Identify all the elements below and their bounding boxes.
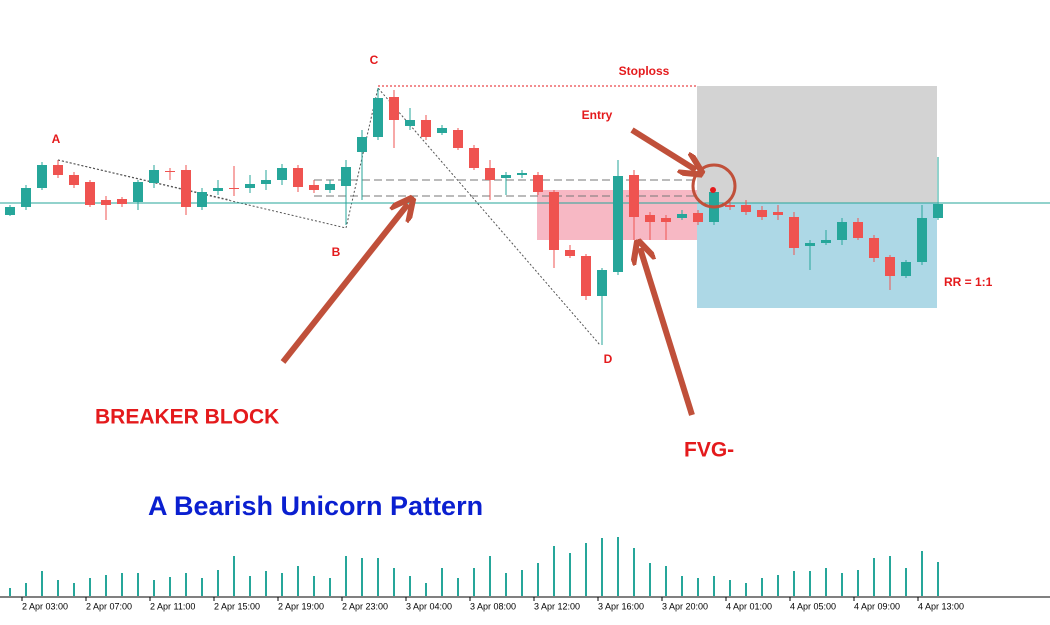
candle-body xyxy=(309,185,319,190)
candle-body xyxy=(613,176,623,272)
candle-body xyxy=(133,182,143,202)
candle-body xyxy=(101,200,111,205)
candle-body xyxy=(117,199,127,204)
entry-dot xyxy=(710,187,716,193)
candle-body xyxy=(229,188,239,189)
x-tick-label: 3 Apr 12:00 xyxy=(534,601,580,611)
candle-body xyxy=(197,192,207,207)
candle-body xyxy=(645,215,655,222)
zigzag xyxy=(57,159,231,201)
candle-body xyxy=(37,165,47,188)
candle-body xyxy=(53,165,63,175)
breaker-label: BREAKER BLOCK xyxy=(95,406,279,429)
x-tick-label: 2 Apr 07:00 xyxy=(86,601,132,611)
candle-body xyxy=(821,240,831,243)
candle-body xyxy=(213,188,223,191)
rr-label: RR = 1:1 xyxy=(944,275,993,289)
candle-body xyxy=(693,213,703,222)
stoploss-zone xyxy=(697,86,937,203)
candle-body xyxy=(661,218,671,222)
candle-body xyxy=(277,168,287,180)
candle-body xyxy=(85,182,95,205)
entry-label: Entry xyxy=(582,108,613,122)
candle-body xyxy=(853,222,863,238)
candle-body xyxy=(261,180,271,184)
fvg-label: FVG- xyxy=(684,439,734,462)
candle-body xyxy=(405,120,415,126)
candle-body xyxy=(901,262,911,276)
target-zone xyxy=(697,203,937,308)
x-tick-label: 2 Apr 15:00 xyxy=(214,601,260,611)
candle-body xyxy=(149,170,159,183)
arrow xyxy=(640,248,695,416)
x-tick-label: 4 Apr 09:00 xyxy=(854,601,900,611)
candle-body xyxy=(325,184,335,190)
candle-body xyxy=(629,175,639,217)
candle-body xyxy=(773,212,783,215)
candle-body xyxy=(389,97,399,120)
stoploss-label: Stoploss xyxy=(619,64,670,78)
candle-body xyxy=(69,175,79,185)
candle-body xyxy=(885,257,895,276)
candle-body xyxy=(869,238,879,258)
x-tick-label: 3 Apr 20:00 xyxy=(662,601,708,611)
candle-body xyxy=(501,175,511,178)
candle-body xyxy=(757,210,767,217)
label-b: B xyxy=(332,245,341,259)
label-a: A xyxy=(52,132,61,146)
x-tick-label: 2 Apr 03:00 xyxy=(22,601,68,611)
candle-body xyxy=(373,98,383,137)
candle-body xyxy=(597,270,607,296)
candle-body xyxy=(517,173,527,175)
candle-body xyxy=(485,168,495,180)
candle-body xyxy=(533,175,543,192)
x-tick-label: 3 Apr 04:00 xyxy=(406,601,452,611)
candle-body xyxy=(437,128,447,133)
candle-body xyxy=(245,184,255,188)
candle-body xyxy=(789,217,799,248)
candle-body xyxy=(565,250,575,256)
candle-body xyxy=(549,192,559,250)
candle-body xyxy=(421,120,431,137)
candle-body xyxy=(181,170,191,207)
candle-body xyxy=(725,205,735,207)
candle-body xyxy=(453,130,463,148)
candle-body xyxy=(805,243,815,246)
chart-title: A Bearish Unicorn Pattern xyxy=(148,491,483,521)
candle-body xyxy=(293,168,303,187)
x-tick-label: 4 Apr 13:00 xyxy=(918,601,964,611)
x-tick-label: 3 Apr 16:00 xyxy=(598,601,644,611)
candle-body xyxy=(677,214,687,218)
candle-body xyxy=(933,204,943,218)
arrow xyxy=(280,204,408,364)
entry-circle xyxy=(691,163,737,209)
label-d: D xyxy=(604,352,613,366)
candle-body xyxy=(837,222,847,240)
candle-body xyxy=(917,218,927,262)
candle-body xyxy=(5,207,15,215)
candle-body xyxy=(581,256,591,296)
x-tick-label: 2 Apr 23:00 xyxy=(342,601,388,611)
label-c: C xyxy=(370,53,379,67)
candle-body xyxy=(21,188,31,207)
candle-body xyxy=(469,148,479,168)
x-tick-label: 2 Apr 11:00 xyxy=(150,601,195,611)
arrow xyxy=(630,127,696,170)
x-tick-label: 4 Apr 05:00 xyxy=(790,601,836,611)
zigzag xyxy=(57,86,601,346)
x-tick-label: 4 Apr 01:00 xyxy=(726,601,772,611)
candle-body xyxy=(741,205,751,212)
candle-body xyxy=(357,137,367,152)
x-tick-label: 3 Apr 08:00 xyxy=(470,601,516,611)
candle-body xyxy=(165,171,175,172)
x-tick-label: 2 Apr 19:00 xyxy=(278,601,324,611)
candle-body xyxy=(341,167,351,186)
